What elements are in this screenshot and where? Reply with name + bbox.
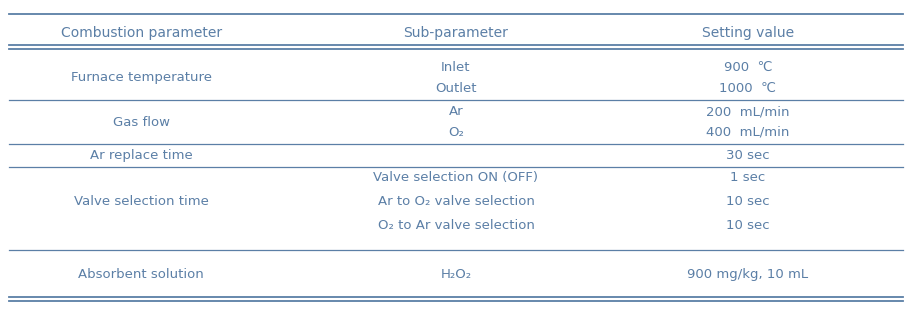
Text: 900 mg/kg, 10 mL: 900 mg/kg, 10 mL <box>687 267 807 281</box>
Text: Furnace temperature: Furnace temperature <box>71 72 211 84</box>
Text: Ar replace time: Ar replace time <box>90 149 192 163</box>
Text: Ar: Ar <box>448 105 463 118</box>
Text: Gas flow: Gas flow <box>113 116 169 129</box>
Text: 10 sec: 10 sec <box>725 195 769 208</box>
Text: H₂O₂: H₂O₂ <box>440 267 471 281</box>
Text: O₂: O₂ <box>447 126 464 139</box>
Text: 10 sec: 10 sec <box>725 219 769 232</box>
Text: Inlet: Inlet <box>441 61 470 74</box>
Text: 400  mL/min: 400 mL/min <box>705 126 789 139</box>
Text: Valve selection ON (OFF): Valve selection ON (OFF) <box>374 171 537 185</box>
Text: 900  ℃: 900 ℃ <box>722 61 772 74</box>
Text: 30 sec: 30 sec <box>725 149 769 163</box>
Text: Valve selection time: Valve selection time <box>74 195 209 208</box>
Text: Outlet: Outlet <box>435 82 476 95</box>
Text: 200  mL/min: 200 mL/min <box>705 105 789 118</box>
Text: Setting value: Setting value <box>701 26 793 40</box>
Text: 1 sec: 1 sec <box>730 171 764 185</box>
Text: O₂ to Ar valve selection: O₂ to Ar valve selection <box>377 219 534 232</box>
Text: Absorbent solution: Absorbent solution <box>78 267 204 281</box>
Text: Combustion parameter: Combustion parameter <box>61 26 221 40</box>
Text: Sub-parameter: Sub-parameter <box>404 26 507 40</box>
Text: 1000  ℃: 1000 ℃ <box>719 82 775 95</box>
Text: Ar to O₂ valve selection: Ar to O₂ valve selection <box>377 195 534 208</box>
